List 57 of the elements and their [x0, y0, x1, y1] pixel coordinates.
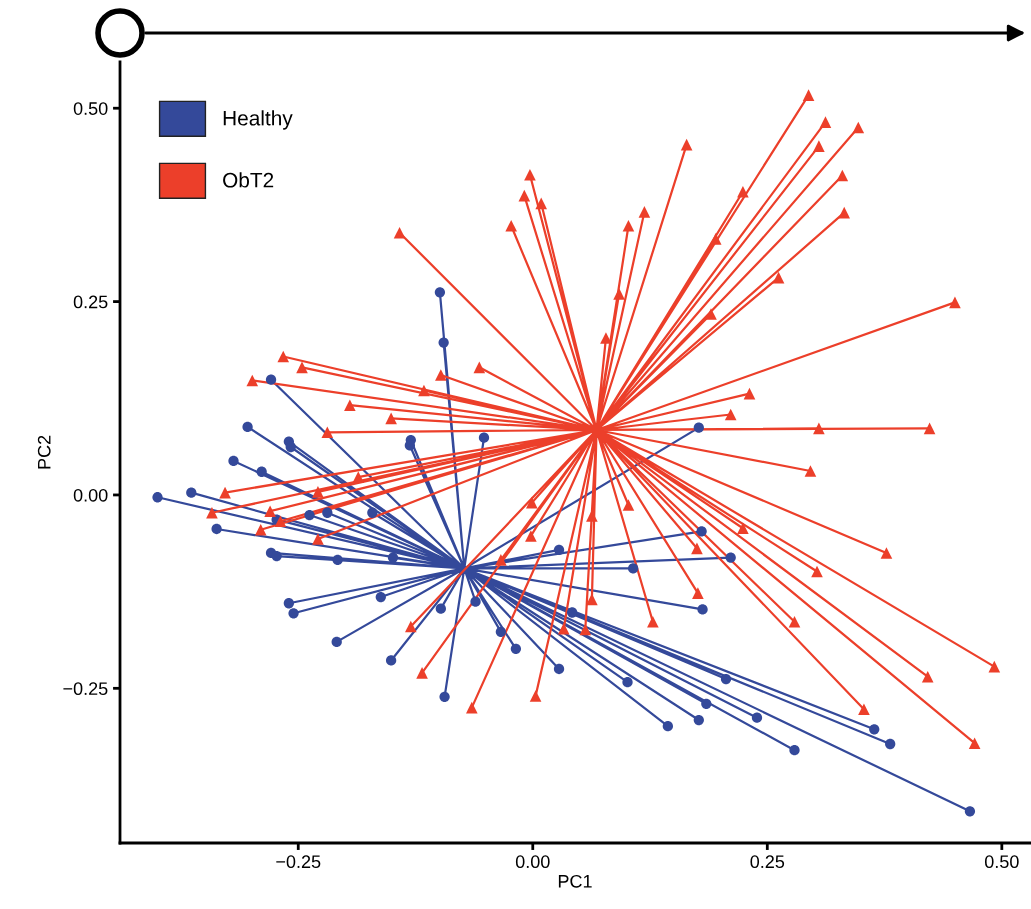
- point: [271, 550, 282, 562]
- point: [256, 466, 267, 477]
- point: [211, 523, 222, 535]
- point: [622, 676, 633, 688]
- point: [438, 337, 449, 348]
- point: [553, 544, 565, 556]
- point: [228, 455, 239, 467]
- point: [265, 374, 277, 385]
- point: [885, 738, 896, 750]
- y-tick-label: −0.25: [63, 682, 108, 696]
- y-tick-label: 0.50: [73, 102, 108, 115]
- x-tick-label: 0.00: [515, 855, 550, 869]
- point: [869, 724, 880, 735]
- point: [242, 421, 253, 433]
- point: [385, 655, 397, 666]
- point: [285, 441, 296, 453]
- point: [725, 552, 736, 563]
- point: [331, 636, 342, 648]
- y-tick-label: 0.00: [73, 488, 108, 502]
- point: [789, 745, 800, 756]
- point: [693, 422, 704, 433]
- point: [628, 563, 639, 574]
- point: [751, 712, 763, 723]
- point: [332, 554, 343, 566]
- point: [693, 714, 704, 726]
- y-tick-label: 0.25: [73, 295, 108, 309]
- point: [186, 487, 197, 498]
- point: [367, 507, 378, 518]
- x-axis-title: PC1: [558, 874, 592, 888]
- point: [470, 596, 481, 607]
- point: [478, 432, 490, 443]
- x-tick-label: 0.50: [984, 855, 1019, 869]
- point: [283, 598, 295, 609]
- point: [288, 608, 299, 619]
- point: [662, 721, 674, 732]
- point: [152, 492, 163, 503]
- point: [696, 526, 707, 537]
- y-axis-title: PC2: [37, 435, 51, 469]
- point: [304, 509, 315, 521]
- point: [375, 591, 386, 603]
- x-tick-label: 0.25: [750, 855, 785, 869]
- point: [720, 673, 732, 685]
- legend-label: Healthy: [223, 110, 293, 130]
- point: [435, 603, 446, 614]
- point: [510, 643, 522, 655]
- point: [553, 663, 565, 675]
- point: [697, 604, 708, 615]
- point: [322, 507, 333, 518]
- point: [567, 607, 578, 618]
- point: [964, 806, 976, 817]
- point: [434, 287, 446, 298]
- x-tick-label: −0.25: [276, 855, 321, 869]
- point: [387, 552, 399, 563]
- legend-label: ObT2: [223, 172, 274, 188]
- point: [701, 698, 712, 709]
- point: [495, 626, 507, 637]
- point: [439, 691, 450, 702]
